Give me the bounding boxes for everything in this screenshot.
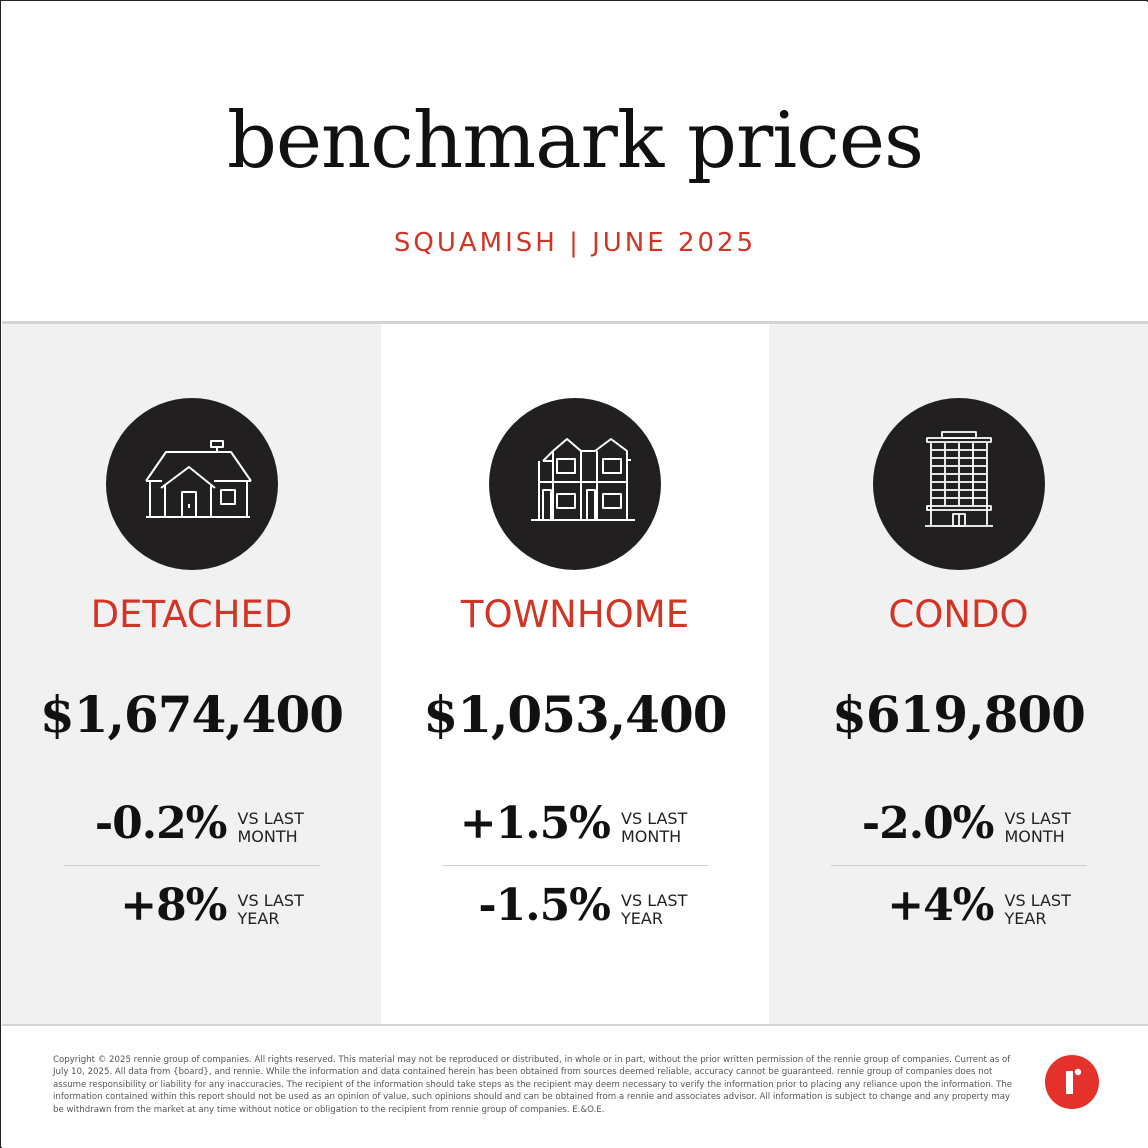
benchmark-price: $1,053,400: [423, 685, 727, 744]
column-detached: DETACHED $1,674,400 -0.2% VS LAST MONTH …: [2, 324, 381, 1024]
year-change-value: -1.5%: [478, 880, 611, 931]
rennie-logo: [1045, 1055, 1099, 1109]
row-divider: [64, 865, 320, 866]
year-change-value: +4%: [887, 880, 994, 931]
page-title: benchmark prices: [226, 96, 924, 186]
category-label: CONDO: [888, 593, 1029, 636]
year-change-label: VS LAST YEAR: [621, 891, 688, 928]
detached-house-icon: [105, 398, 278, 570]
footer: Copyright © 2025 rennie group of compani…: [2, 1026, 1148, 1148]
copyright-disclaimer: Copyright © 2025 rennie group of compani…: [53, 1055, 1013, 1115]
category-columns: DETACHED $1,674,400 -0.2% VS LAST MONTH …: [2, 324, 1148, 1024]
row-divider: [443, 865, 708, 866]
month-change-row: +1.5% VS LAST MONTH: [381, 798, 769, 858]
column-condo: CONDO $619,800 -2.0% VS LAST MONTH +4% V…: [769, 324, 1148, 1024]
year-change-row: -1.5% VS LAST YEAR: [381, 880, 769, 940]
month-change-label: VS LAST MONTH: [237, 809, 304, 846]
header: benchmark prices SQUAMISH | JUNE 2025: [2, 2, 1148, 322]
year-change-row: +4% VS LAST YEAR: [769, 880, 1148, 940]
townhome-icon: [489, 398, 661, 570]
month-change-value: +1.5%: [459, 798, 611, 849]
header-divider: [2, 321, 1148, 324]
page-subtitle: SQUAMISH | JUNE 2025: [393, 228, 757, 258]
year-change-label: VS LAST YEAR: [1004, 891, 1071, 928]
year-change-value: +8%: [120, 880, 227, 931]
month-change-row: -0.2% VS LAST MONTH: [2, 798, 381, 858]
benchmark-price: $1,674,400: [39, 685, 344, 744]
month-change-value: -0.2%: [94, 798, 228, 849]
category-label: DETACHED: [90, 593, 293, 636]
month-change-label: VS LAST MONTH: [621, 809, 688, 846]
row-divider: [831, 865, 1087, 866]
benchmark-price: $619,800: [832, 685, 1086, 744]
footer-divider: [2, 1024, 1148, 1026]
month-change-value: -2.0%: [861, 798, 995, 849]
month-change-row: -2.0% VS LAST MONTH: [769, 798, 1148, 858]
category-label: TOWNHOME: [460, 593, 690, 636]
month-change-label: VS LAST MONTH: [1004, 809, 1071, 846]
year-change-row: +8% VS LAST YEAR: [2, 880, 381, 940]
column-townhome: TOWNHOME $1,053,400 +1.5% VS LAST MONTH …: [381, 324, 769, 1024]
year-change-label: VS LAST YEAR: [237, 891, 304, 928]
condo-building-icon: [872, 398, 1045, 570]
